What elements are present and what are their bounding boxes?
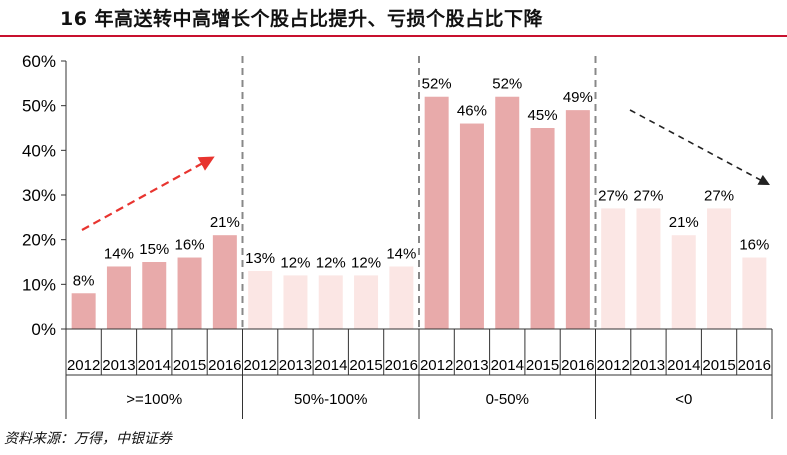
bar bbox=[318, 275, 343, 329]
data-label: 46% bbox=[457, 103, 487, 120]
data-label: 21% bbox=[669, 214, 699, 231]
up-trend-arrow bbox=[81, 156, 215, 231]
category-table: 2012 2013 2014 2015 2016>=100%2012 2013 2014 20… bbox=[65, 56, 773, 419]
bar bbox=[530, 128, 555, 329]
group-label: >=100% bbox=[126, 391, 182, 408]
year-label: 2012 bbox=[420, 357, 453, 374]
title-divider bbox=[0, 35, 787, 37]
bar bbox=[565, 110, 590, 329]
bar bbox=[248, 270, 273, 329]
bar bbox=[459, 123, 484, 330]
bar bbox=[354, 275, 379, 329]
year-label: 2015 bbox=[526, 357, 559, 374]
y-tick-label: 30% bbox=[22, 186, 56, 205]
year-label: 2013 bbox=[455, 357, 488, 374]
year-label: 2015 bbox=[702, 357, 735, 374]
data-label: 16% bbox=[175, 237, 205, 254]
data-label: 14% bbox=[386, 245, 416, 262]
data-label: 12% bbox=[280, 254, 310, 271]
year-label: 2013 bbox=[632, 357, 665, 374]
bar bbox=[601, 208, 626, 329]
y-tick-label: 50% bbox=[22, 97, 56, 116]
year-label: 2016 bbox=[385, 357, 418, 374]
data-label: 16% bbox=[739, 237, 769, 254]
data-label: 8% bbox=[73, 272, 95, 289]
year-label: 2014 bbox=[667, 357, 700, 374]
bar bbox=[742, 257, 767, 329]
trend-arrows bbox=[81, 109, 770, 231]
bar bbox=[707, 208, 732, 329]
data-label: 12% bbox=[316, 254, 346, 271]
y-tick-label: 60% bbox=[22, 52, 56, 71]
bars bbox=[71, 96, 767, 330]
year-label: 2013 bbox=[279, 357, 312, 374]
year-label: 2014 bbox=[138, 357, 171, 374]
data-label: 15% bbox=[139, 241, 169, 258]
data-label: 21% bbox=[210, 214, 240, 231]
data-label: 45% bbox=[528, 107, 558, 124]
data-label: 27% bbox=[704, 187, 734, 204]
year-label: 2013 bbox=[102, 357, 135, 374]
data-label: 52% bbox=[492, 76, 522, 93]
group-label: <0 bbox=[675, 391, 692, 408]
year-label: 2012 bbox=[243, 357, 276, 374]
year-label: 2015 bbox=[173, 357, 206, 374]
data-labels: 8% 14% 15% 16% 21% 13% 12% 12% 12% 14% 52% 46% 52% 45… bbox=[73, 76, 770, 290]
data-label: 27% bbox=[598, 187, 628, 204]
data-label: 12% bbox=[351, 254, 381, 271]
chart-title: 16 年高送转中高增长个股占比提升、亏损个股占比下降 bbox=[60, 8, 544, 30]
bar bbox=[177, 257, 202, 329]
bar bbox=[106, 266, 131, 329]
bar bbox=[142, 262, 167, 329]
year-label: 2016 bbox=[561, 357, 594, 374]
data-label: 14% bbox=[104, 245, 134, 262]
year-label: 2016 bbox=[738, 357, 771, 374]
data-label: 49% bbox=[563, 89, 593, 106]
bar bbox=[636, 208, 661, 329]
down-trend-arrow bbox=[629, 109, 770, 186]
bar bbox=[495, 96, 520, 329]
y-axis: 0% 10% 20% 30% 40% 50% 60% bbox=[22, 52, 67, 339]
source-note: 资料来源：万得，中银证券 bbox=[4, 431, 172, 447]
y-tick-label: 40% bbox=[22, 141, 56, 160]
year-label: 2014 bbox=[491, 357, 524, 374]
bar bbox=[389, 266, 414, 329]
year-label: 2016 bbox=[208, 357, 241, 374]
data-label: 52% bbox=[422, 76, 452, 93]
y-tick-label: 0% bbox=[31, 320, 56, 339]
year-label: 2015 bbox=[349, 357, 382, 374]
group-label: 0-50% bbox=[486, 391, 529, 408]
year-label: 2014 bbox=[314, 357, 347, 374]
y-tick-label: 10% bbox=[22, 275, 56, 294]
bar bbox=[212, 235, 237, 329]
year-label: 2012 bbox=[67, 357, 100, 374]
group-label: 50%-100% bbox=[294, 391, 367, 408]
year-label: 2012 bbox=[596, 357, 629, 374]
data-label: 13% bbox=[245, 250, 275, 267]
data-label: 27% bbox=[633, 187, 663, 204]
bar bbox=[671, 235, 696, 329]
y-tick-label: 20% bbox=[22, 231, 56, 250]
bar bbox=[71, 293, 96, 329]
bar bbox=[283, 275, 308, 329]
bar bbox=[424, 96, 449, 329]
